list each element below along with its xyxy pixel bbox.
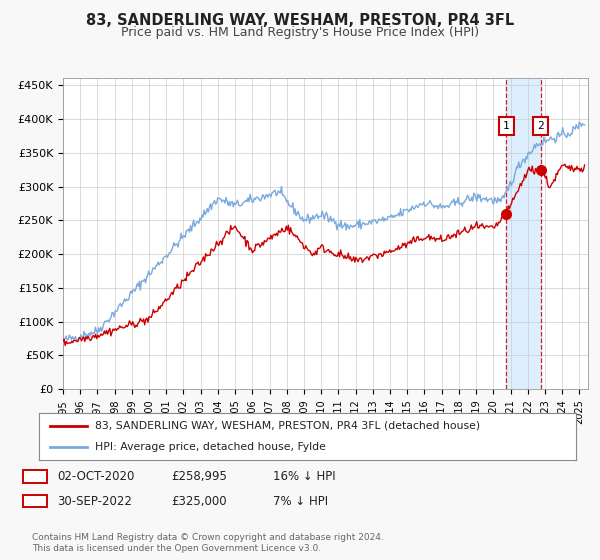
Text: HPI: Average price, detached house, Fylde: HPI: Average price, detached house, Fyld…	[95, 442, 326, 452]
Bar	[506, 78, 541, 389]
Text: £258,995: £258,995	[171, 470, 227, 483]
Text: 7% ↓ HPI: 7% ↓ HPI	[273, 494, 328, 508]
Text: 16% ↓ HPI: 16% ↓ HPI	[273, 470, 335, 483]
Text: 2: 2	[31, 496, 38, 506]
Text: Contains HM Land Registry data © Crown copyright and database right 2024.
This d: Contains HM Land Registry data © Crown c…	[32, 533, 383, 553]
Text: 1: 1	[31, 472, 38, 482]
Text: 1: 1	[503, 121, 509, 130]
Text: 83, SANDERLING WAY, WESHAM, PRESTON, PR4 3FL (detached house): 83, SANDERLING WAY, WESHAM, PRESTON, PR4…	[95, 421, 481, 431]
Text: 30-SEP-2022: 30-SEP-2022	[57, 494, 132, 508]
Text: £325,000: £325,000	[171, 494, 227, 508]
Text: 2: 2	[537, 121, 544, 130]
Text: Price paid vs. HM Land Registry's House Price Index (HPI): Price paid vs. HM Land Registry's House …	[121, 26, 479, 39]
Text: 83, SANDERLING WAY, WESHAM, PRESTON, PR4 3FL: 83, SANDERLING WAY, WESHAM, PRESTON, PR4…	[86, 13, 514, 29]
Text: 02-OCT-2020: 02-OCT-2020	[57, 470, 134, 483]
